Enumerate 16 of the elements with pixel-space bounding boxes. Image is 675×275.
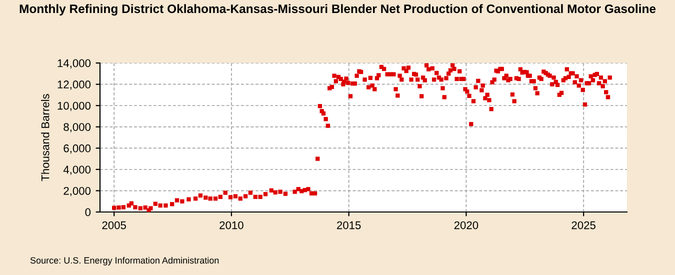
x-tick-label: 2005: [102, 221, 126, 230]
x-tick-label: 2025: [572, 221, 596, 230]
y-tick-label: 10,000: [58, 102, 91, 112]
y-tick-label: 14,000: [58, 59, 91, 68]
y-tick-label: 12,000: [58, 80, 91, 90]
y-axis-title: Thousand Barrels: [41, 94, 50, 182]
y-tick-label: 4,000: [63, 166, 91, 175]
y-tick-label: 2,000: [64, 186, 91, 196]
x-tick-label: 2010: [220, 221, 244, 230]
y-tick-label: 8,000: [64, 123, 91, 132]
y-tick-label: 0: [85, 208, 91, 216]
source-note: Source: U.S. Energy Information Administration: [30, 256, 219, 266]
chart-title: Monthly Refining District Oklahoma-Kansas-Missouri Blender Net Production of Conventional Motor Gasoline: [20, 4, 656, 16]
x-tick-label: 2015: [337, 221, 361, 230]
x-tick-label: 2020: [454, 221, 478, 230]
y-tick-label: 6,000: [64, 144, 91, 154]
